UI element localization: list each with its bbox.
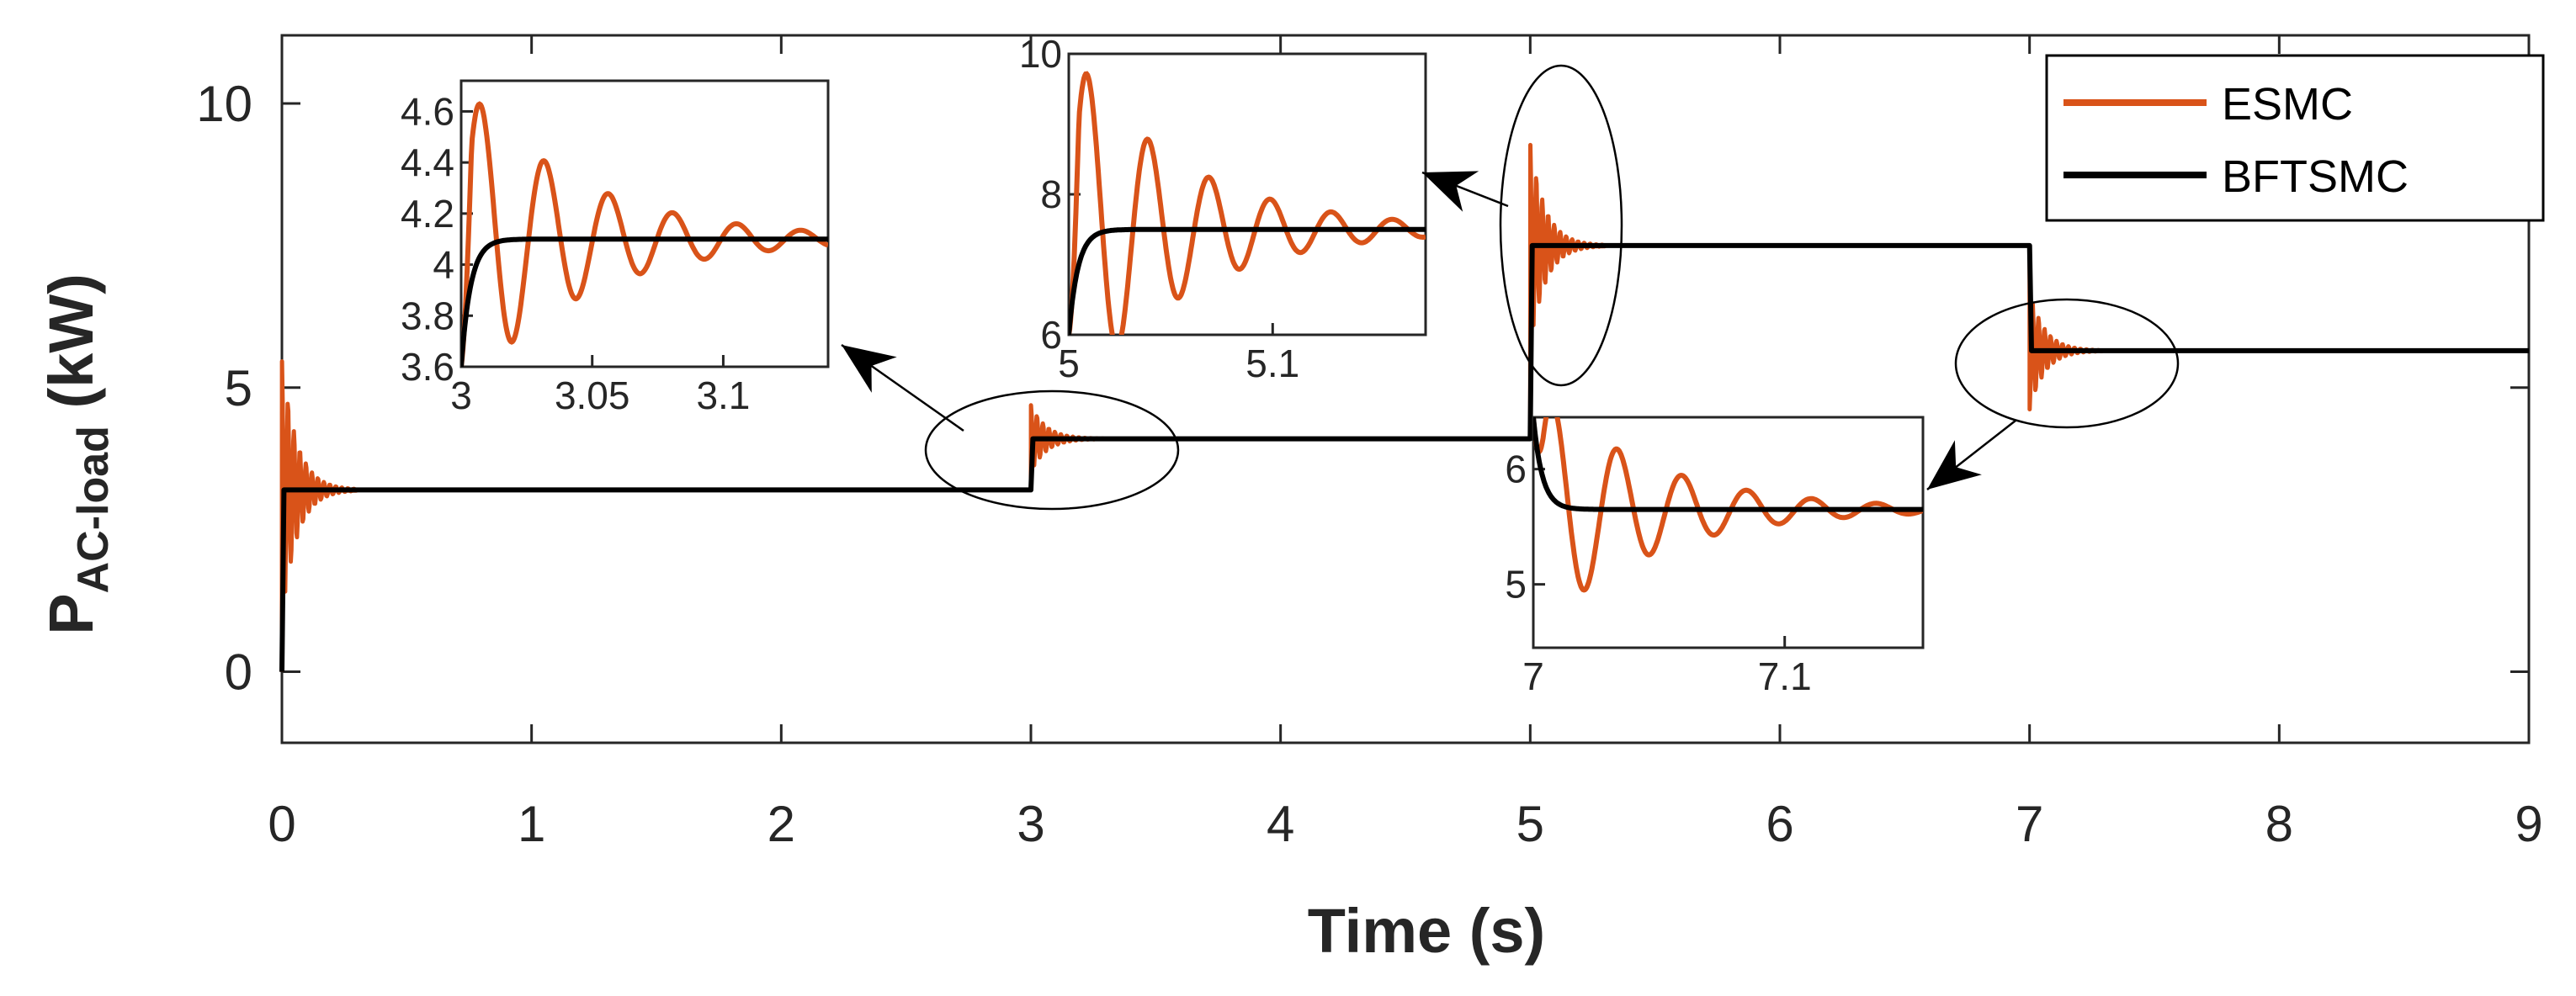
inset-x-tick-label: 5 <box>1058 342 1080 385</box>
svg-text:PAC-load (kW): PAC-load (kW) <box>36 273 118 635</box>
x-tick-label: 8 <box>2265 796 2293 852</box>
inset-series-esmc-line <box>461 101 828 367</box>
inset-y-tick-label: 6 <box>1040 313 1062 357</box>
inset-y-tick-label: 4.4 <box>401 140 454 184</box>
inset-frame <box>1067 52 1427 336</box>
inset-x-tick-label: 7 <box>1522 654 1544 698</box>
inset-5s: 5 5.1 6 8 10 <box>1019 32 1427 385</box>
zoom-ellipse <box>1954 298 2180 429</box>
inset-frame <box>1532 416 1925 649</box>
inset-x-tick-label: 3.1 <box>696 374 750 417</box>
inset-y-tick-label: 3.8 <box>401 294 454 337</box>
legend-label-bftsmc: BFTSMC <box>2222 151 2409 202</box>
inset-y-tick-label: 5 <box>1505 563 1527 607</box>
y-axis-label: PAC-load (kW) <box>36 273 118 635</box>
inset-y-tick-label: 10 <box>1019 32 1062 76</box>
zoom-arrow-head <box>1422 171 1479 212</box>
inset-series-esmc-line <box>1069 71 1426 335</box>
inset-series-bftsmc-line <box>1069 226 1426 335</box>
y-axis-label-main: P <box>36 593 106 634</box>
series-bftsmc-line <box>279 242 2529 672</box>
y-tick-label: 0 <box>225 644 252 701</box>
x-tick-label: 5 <box>1516 796 1544 852</box>
inset-y-tick-label: 4 <box>433 243 454 287</box>
legend-label-esmc: ESMC <box>2222 79 2353 130</box>
inset-series-bftsmc-line <box>1533 417 1923 512</box>
x-tick-label: 2 <box>767 796 795 852</box>
x-tick-label: 4 <box>1267 796 1294 852</box>
inset-y-tick-label: 8 <box>1040 172 1062 216</box>
inset-series-bftsmc-line <box>461 236 828 367</box>
inset-y-tick-label: 4.6 <box>401 89 454 133</box>
inset-y-tick-label: 4.2 <box>401 192 454 236</box>
x-tick-label: 7 <box>2016 796 2043 852</box>
inset-x-tick-label: 5.1 <box>1246 342 1299 385</box>
y-axis-label-sub: AC-load <box>69 426 118 593</box>
inset-frame <box>459 79 830 368</box>
zoom-ellipse <box>924 389 1180 511</box>
inset-x-tick-label: 7.1 <box>1758 654 1812 698</box>
inset-x-tick-label: 3.05 <box>555 374 630 417</box>
inset-y-tick-label: 6 <box>1505 448 1527 491</box>
x-tick-label: 1 <box>518 796 545 852</box>
zoom-arrow-head <box>1927 440 1982 490</box>
zoom-ellipse <box>1499 64 1623 387</box>
x-tick-label: 0 <box>268 796 295 852</box>
y-axis-label-unit: (kW) <box>36 273 106 426</box>
legend: ESMC BFTSMC <box>2045 54 2545 222</box>
x-tick-label: 6 <box>1766 796 1793 852</box>
x-tick-label: 3 <box>1017 796 1044 852</box>
inset-7s: 7 7.1 5 6 <box>1505 416 1925 698</box>
zoom-callouts <box>841 64 2180 511</box>
inset-x-tick-label: 3 <box>450 374 472 417</box>
x-tick-label: 9 <box>2515 796 2542 852</box>
x-axis-label: Time (s) <box>1308 896 1545 966</box>
inset-3s: 3 3.05 3.1 3.6 3.8 4 4.2 4.4 4.6 <box>401 79 830 417</box>
zoom-arrow-head <box>842 345 897 393</box>
y-tick-label: 10 <box>196 76 252 132</box>
y-tick-label: 5 <box>225 360 252 416</box>
inset-y-tick-label: 3.6 <box>401 345 454 389</box>
